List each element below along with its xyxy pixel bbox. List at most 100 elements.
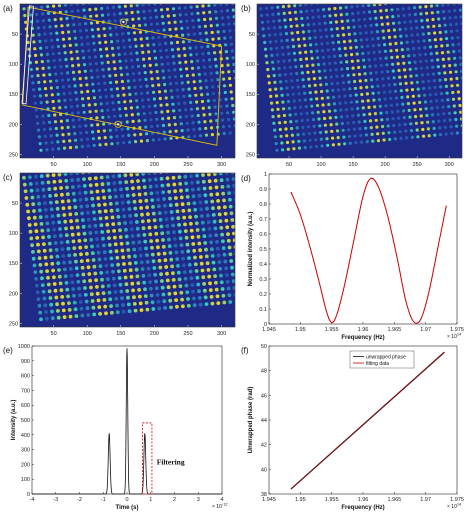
- spot: [163, 89, 167, 93]
- spot: [60, 295, 65, 299]
- spot: [161, 292, 166, 297]
- spot: [193, 86, 197, 91]
- spot: [64, 10, 68, 14]
- spot: [227, 293, 232, 298]
- spot: [207, 179, 212, 184]
- spot: [307, 29, 311, 33]
- spot: [177, 277, 182, 282]
- spot: [447, 57, 451, 61]
- spot: [260, 13, 264, 18]
- spot: [59, 233, 63, 238]
- spot: [161, 117, 165, 121]
- spot: [60, 126, 64, 130]
- spot: [203, 288, 207, 293]
- y-tick-label: 100: [21, 477, 30, 483]
- spot: [460, 69, 462, 73]
- spot: [121, 86, 125, 90]
- spot: [280, 46, 284, 50]
- spot: [93, 271, 98, 276]
- spot: [23, 189, 28, 194]
- spot: [38, 87, 42, 91]
- spot: [202, 11, 206, 15]
- spot: [175, 257, 180, 261]
- spot: [94, 182, 99, 187]
- spot: [50, 93, 54, 97]
- spot: [171, 278, 176, 282]
- x-tick-label: 200: [150, 331, 159, 337]
- spot: [335, 74, 339, 78]
- spot: [393, 35, 397, 39]
- spot: [106, 277, 110, 281]
- spot: [48, 248, 53, 253]
- spot: [118, 180, 123, 185]
- spot: [385, 63, 389, 67]
- spot: [348, 94, 353, 98]
- spot: [447, 9, 451, 13]
- spot: [213, 274, 218, 278]
- spot: [133, 254, 137, 259]
- spot: [404, 81, 408, 85]
- spot: [102, 122, 106, 126]
- spot: [109, 81, 113, 85]
- spot: [429, 52, 433, 56]
- spot: [417, 94, 421, 98]
- spot: [46, 275, 50, 280]
- spot: [70, 57, 74, 61]
- spot: [30, 243, 34, 248]
- spot: [430, 11, 434, 15]
- spot: [176, 270, 181, 275]
- spot: [89, 69, 93, 73]
- spot: [75, 173, 80, 175]
- spot: [204, 302, 209, 306]
- spot: [72, 293, 76, 298]
- spot: [222, 252, 227, 257]
- spot: [92, 312, 97, 317]
- y-tick-label: 0.1: [259, 307, 267, 313]
- spot: [195, 107, 199, 111]
- spot: [106, 229, 111, 234]
- spot: [103, 88, 108, 92]
- spot: [284, 31, 289, 36]
- x-tick-label: 50: [51, 331, 57, 337]
- spot: [348, 87, 352, 91]
- spot: [109, 304, 113, 308]
- spot: [65, 240, 70, 244]
- spot: [108, 195, 112, 200]
- spot: [125, 120, 129, 124]
- spot: [163, 258, 168, 263]
- spot: [35, 290, 40, 295]
- spot: [69, 98, 73, 102]
- x-tick-label: 4: [220, 497, 223, 503]
- spot: [192, 303, 197, 308]
- legend-box: [349, 350, 415, 369]
- spot: [101, 68, 105, 72]
- spot: [89, 285, 93, 290]
- spot: [357, 72, 362, 76]
- spot: [202, 234, 207, 239]
- spot: [136, 10, 140, 14]
- spot: [294, 119, 299, 123]
- spot: [403, 122, 407, 126]
- spot: [231, 103, 235, 108]
- spot: [273, 128, 277, 132]
- spot: [358, 79, 362, 83]
- spot: [296, 37, 301, 41]
- spot: [63, 173, 68, 176]
- spot: [281, 5, 285, 9]
- spot: [339, 13, 343, 17]
- spot: [323, 21, 327, 25]
- spot: [311, 15, 315, 19]
- spot: [24, 20, 28, 24]
- spot: [85, 35, 89, 39]
- spot: [232, 110, 235, 114]
- spot: [103, 257, 108, 261]
- spot: [211, 37, 215, 41]
- spot: [192, 127, 196, 132]
- spot: [96, 129, 101, 133]
- spot: [176, 264, 180, 268]
- spot: [329, 75, 333, 79]
- spot: [50, 45, 55, 49]
- spot: [323, 116, 327, 121]
- spot: [131, 65, 135, 69]
- spot: [382, 84, 386, 88]
